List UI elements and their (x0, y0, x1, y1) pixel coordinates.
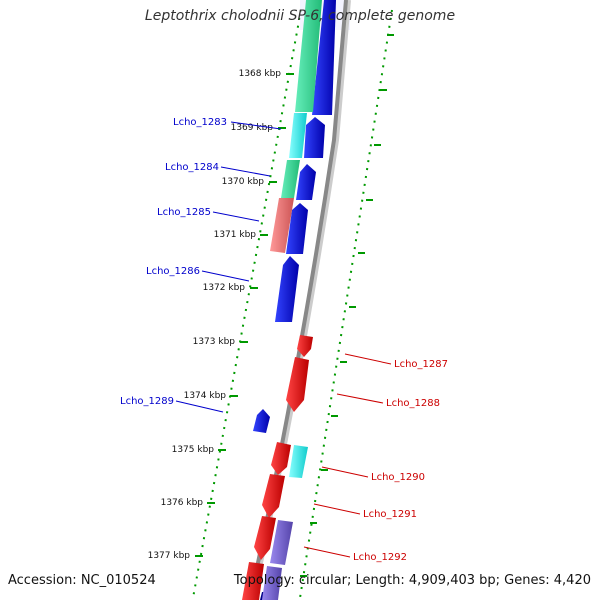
gene-label-leader (313, 503, 361, 515)
gene-label-leader (212, 211, 260, 222)
gene-label-leader (344, 353, 392, 365)
tick-label: 1370 kbp (222, 177, 265, 187)
forward-cds-lcho-1284 (296, 164, 316, 200)
reverse-cds-lcho-1287 (297, 335, 313, 357)
category-block-slate-1292 (270, 520, 293, 565)
gene-label[interactable]: Lcho_1283 (173, 117, 227, 128)
gene-label[interactable]: Lcho_1292 (353, 552, 407, 563)
reverse-cds-bottom (242, 562, 264, 600)
gene-label-leader (303, 546, 351, 558)
gene-label[interactable]: Lcho_1290 (371, 472, 425, 483)
gene-label[interactable]: Lcho_1287 (394, 359, 448, 370)
outer-dotted-ring (299, 9, 393, 599)
reverse-cds-lcho-1288 (286, 357, 309, 412)
forward-cds-lcho-1283 (304, 117, 325, 158)
tick-label: 1371 kbp (214, 230, 257, 240)
tick-label: 1376 kbp (161, 498, 204, 508)
category-block-teal-1284 (281, 160, 300, 198)
tick-label: 1368 kbp (239, 69, 282, 79)
genome-summary-label: Topology: circular; Length: 4,909,403 bp… (233, 573, 591, 588)
gene-label[interactable]: Lcho_1288 (386, 398, 440, 409)
tick-label: 1374 kbp (184, 391, 227, 401)
gene-label-leader (321, 466, 369, 478)
reverse-cds-lcho-1292 (254, 516, 276, 560)
category-block-teal-top (295, 0, 322, 112)
tick-label: 1373 kbp (193, 337, 236, 347)
gene-label[interactable]: Lcho_1286 (146, 266, 200, 277)
gene-label-leader (336, 393, 384, 404)
tick-label: 1369 kbp (231, 123, 274, 133)
map-title: Leptothrix cholodnii SP-6, complete geno… (144, 8, 456, 24)
reverse-cds-lcho-1290 (271, 442, 291, 475)
gene-label[interactable]: Lcho_1285 (157, 207, 211, 218)
category-block-cyan-1290 (289, 445, 308, 478)
tick-label: 1372 kbp (203, 283, 246, 293)
gene-label[interactable]: Lcho_1291 (363, 509, 417, 520)
forward-cds-lcho-1289 (253, 409, 270, 433)
gene-label-leader (220, 166, 271, 177)
forward-cds-top (312, 0, 336, 115)
gene-label-leader (175, 400, 224, 413)
accession-label: Accession: NC_010524 (8, 573, 156, 588)
tick-label: 1377 kbp (148, 551, 191, 561)
forward-cds-lcho-1286 (275, 256, 299, 322)
forward-cds-lcho-1285 (286, 203, 308, 254)
gene-label[interactable]: Lcho_1289 (120, 396, 174, 407)
reverse-cds-lcho-1291 (262, 474, 285, 518)
category-block-cyan-1283 (289, 113, 307, 158)
category-block-slate-bottom (262, 566, 282, 600)
gene-label-leader (201, 270, 250, 282)
category-block-salmon-1285 (270, 198, 294, 253)
gene-label[interactable]: Lcho_1284 (165, 162, 219, 173)
gene-label-leader (230, 121, 282, 130)
tick-label: 1375 kbp (172, 445, 215, 455)
